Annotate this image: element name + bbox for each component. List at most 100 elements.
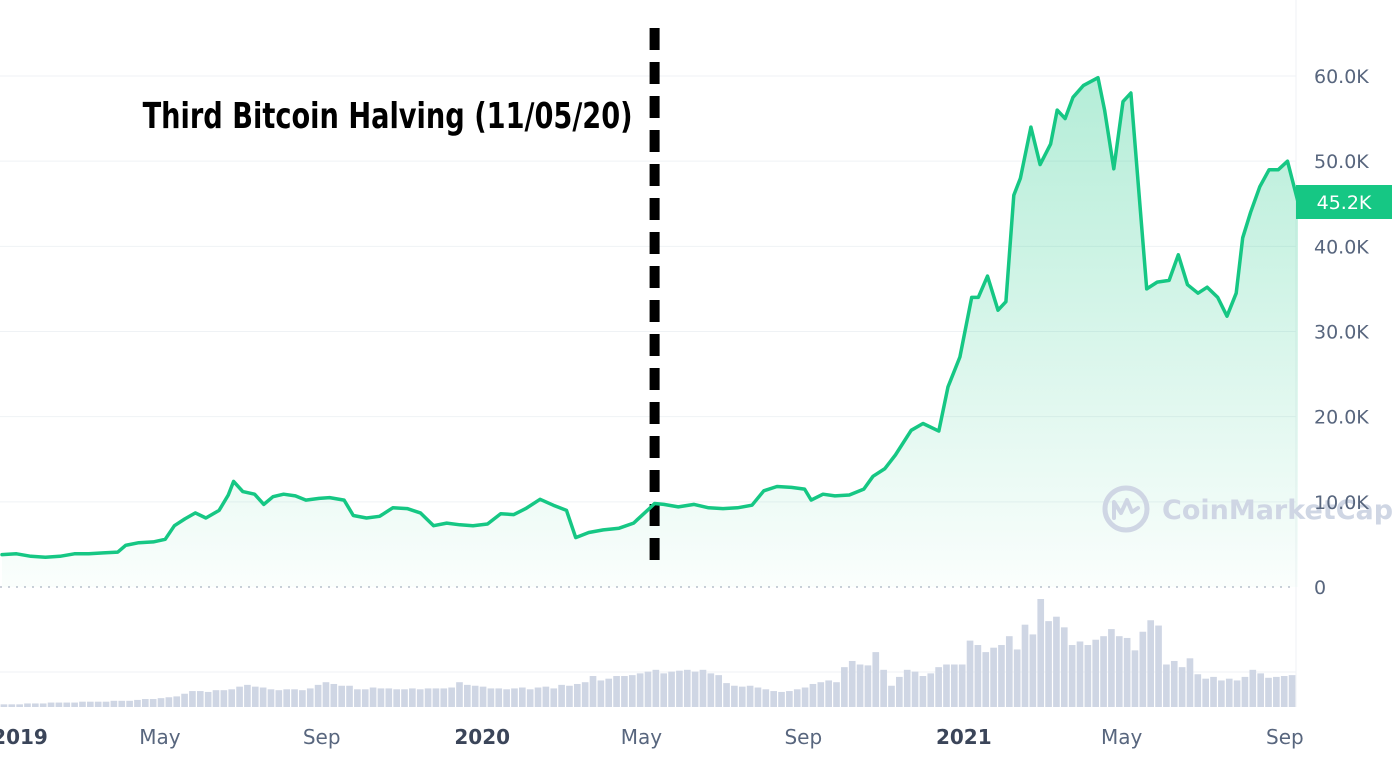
volume-bar: [369, 687, 377, 707]
volume-bar: [32, 703, 39, 707]
volume-bar: [691, 671, 699, 707]
volume-bar: [974, 645, 982, 707]
y-tick-label: 40.0K: [1314, 236, 1369, 258]
watermark-text: CoinMarketCap: [1162, 495, 1392, 526]
volume-bar: [738, 686, 746, 707]
volume-bar: [526, 689, 534, 707]
volume-bars: [0, 599, 1296, 707]
volume-bar: [683, 669, 691, 707]
volume-bar: [1233, 680, 1241, 707]
halving-label: Third Bitcoin Halving (11/05/20): [143, 96, 633, 137]
volume-bar: [966, 640, 974, 707]
volume-bar: [1037, 599, 1045, 707]
volume-bar: [581, 682, 589, 707]
volume-bar: [644, 671, 652, 707]
coinmarketcap-logo-wave: [1112, 498, 1140, 520]
price-area: [2, 77, 1298, 587]
volume-bar: [558, 684, 565, 707]
y-tick-label: 60.0K: [1314, 66, 1369, 88]
volume-bar: [487, 688, 495, 707]
volume-bar: [377, 688, 385, 707]
x-axis: 2019 May Sep 2020 May Sep 2021 May Sep: [0, 725, 1304, 749]
volume-bar: [401, 689, 408, 707]
y-tick-label: 20.0K: [1314, 407, 1369, 429]
y-tick-label: 50.0K: [1314, 151, 1369, 173]
volume-bar: [110, 700, 118, 707]
y-tick-label: 0: [1314, 577, 1326, 599]
volume-bar: [880, 669, 887, 707]
volume-bar: [1123, 637, 1131, 707]
current-price-tag: 45.2K: [1296, 185, 1392, 219]
volume-bar: [1202, 678, 1209, 707]
volume-bar: [511, 688, 518, 707]
volume-bar: [566, 685, 573, 707]
volume-bar: [1108, 629, 1115, 707]
volume-bar: [872, 652, 880, 707]
volume-bar: [71, 702, 78, 707]
volume-bar: [416, 689, 424, 707]
volume-bar: [251, 686, 259, 707]
volume-bar: [94, 701, 102, 707]
volume-bar: [322, 682, 330, 707]
volume-bar: [1029, 634, 1037, 707]
volume-bar: [299, 690, 306, 707]
x-tick-label: 2020: [454, 725, 510, 749]
volume-bar: [660, 673, 668, 707]
volume-bar: [1115, 636, 1123, 707]
volume-bar: [259, 687, 267, 707]
volume-bar: [519, 687, 526, 707]
x-tick-label: Sep: [303, 725, 341, 749]
volume-bar: [79, 701, 86, 707]
volume-bar: [943, 664, 950, 707]
volume-bar: [613, 676, 620, 707]
volume-bar: [1013, 649, 1021, 707]
volume-bar: [1210, 676, 1217, 707]
volume-bar: [1084, 645, 1092, 707]
y-tick-label: 30.0K: [1314, 322, 1369, 344]
volume-bar: [47, 702, 55, 707]
volume-bar: [220, 690, 228, 707]
volume-bar: [1053, 616, 1060, 707]
volume-bar: [1280, 676, 1288, 707]
volume-bar: [165, 697, 173, 707]
volume-bar: [149, 699, 157, 707]
volume-bar: [1186, 658, 1194, 707]
volume-bar: [605, 678, 613, 707]
current-price-badge: [1296, 185, 1392, 219]
volume-bar: [354, 689, 361, 707]
volume-bar: [911, 671, 919, 707]
volume-bar: [1257, 673, 1264, 707]
volume-bar: [440, 688, 448, 707]
x-tick-label: Sep: [784, 725, 822, 749]
volume-bar: [393, 689, 400, 707]
volume-bar: [385, 688, 393, 707]
volume-bar: [636, 673, 644, 707]
volume-bar: [990, 647, 997, 707]
volume-bar: [39, 703, 47, 707]
volume-bar: [825, 680, 832, 707]
volume-bar: [856, 664, 864, 707]
volume-bar: [471, 685, 479, 707]
volume-bar: [196, 691, 204, 707]
volume-bar: [786, 691, 793, 707]
volume-bar: [848, 660, 856, 707]
volume-bar: [236, 686, 243, 707]
volume-bar: [809, 683, 817, 707]
volume-bar: [24, 703, 31, 707]
volume-bar: [793, 689, 801, 707]
volume-bar: [550, 688, 558, 707]
volume-bar: [126, 700, 133, 707]
volume-bar: [338, 685, 345, 707]
volume-bar: [181, 693, 188, 707]
volume-bar: [87, 701, 94, 707]
volume-bar: [503, 689, 510, 707]
volume-bar: [464, 684, 471, 707]
volume-bar: [55, 702, 63, 707]
volume-bar: [228, 689, 236, 707]
x-tick-label: 2021: [936, 725, 992, 749]
volume-bar: [958, 664, 966, 707]
volume-bar: [479, 686, 487, 707]
volume-bar: [1265, 677, 1272, 707]
volume-bar: [573, 683, 581, 707]
